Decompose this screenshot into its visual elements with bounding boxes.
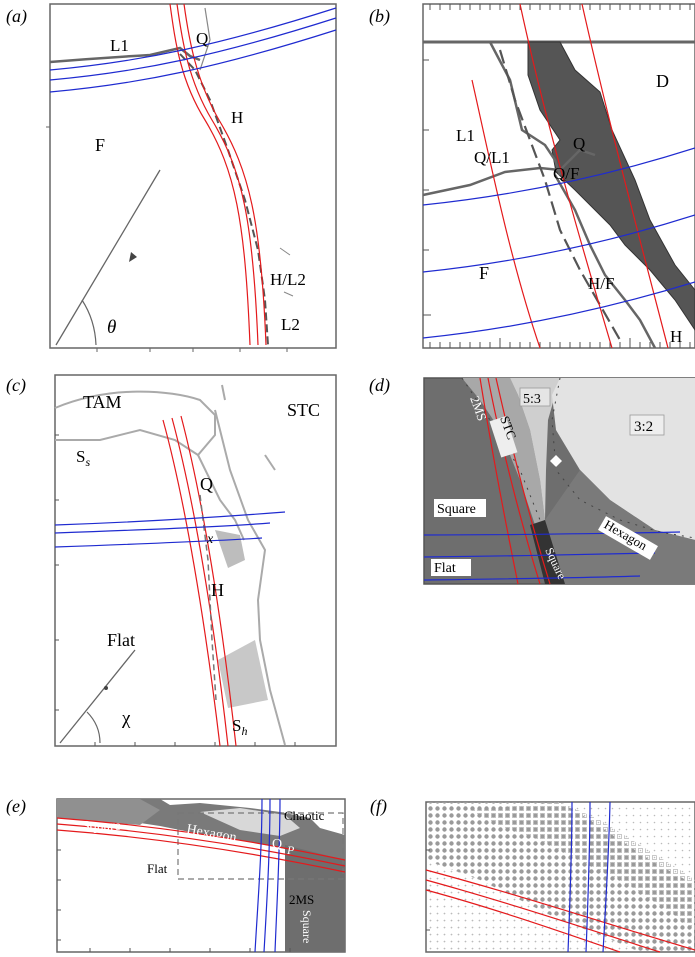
angle-arc	[81, 299, 97, 346]
region-chaotic: Chaotic	[284, 808, 325, 823]
panel-a-label: (a)	[6, 6, 27, 27]
diamond-marker	[550, 455, 562, 467]
hatched-band	[527, 41, 695, 331]
red-curves-a	[169, 3, 267, 346]
region-h-l2: H/L2	[270, 270, 306, 289]
red-curves-b	[471, 3, 669, 349]
blue-curves-c	[54, 511, 286, 548]
region-l1: L1	[110, 36, 129, 55]
region-square-d: Square	[437, 502, 476, 517]
panel-b-label: (b)	[369, 6, 390, 27]
region-flat-d: Flat	[434, 561, 456, 576]
panel-c-label: (c)	[6, 375, 26, 396]
panel-c: (c) TAM STC	[6, 374, 337, 747]
region-flat-e: Flat	[147, 861, 168, 876]
region-square-e: Square	[82, 819, 121, 834]
region-x: x	[206, 532, 214, 547]
region-53-area	[510, 378, 560, 520]
region-q-l1: Q/L1	[474, 148, 510, 167]
panel-b: (b) D L1 Q/L1	[369, 3, 695, 349]
panel-e: (e) Square Chaotic Hexagon Q P Flat 2MS …	[6, 796, 346, 953]
region-q-f: Q/F	[553, 164, 579, 183]
panel-f: (f)	[370, 796, 695, 953]
direction-line-c	[59, 649, 136, 744]
region-ratio-53: 5:3	[523, 392, 541, 407]
region-f: F	[95, 135, 105, 155]
panel-a: (a) L1 Q H F H/L2 L2 θ	[6, 3, 337, 352]
region-d: D	[656, 71, 669, 91]
region-h-c: H	[211, 580, 224, 600]
panel-d-label: (d)	[369, 375, 390, 396]
angle-theta: θ	[107, 317, 116, 338]
phase-boundary-l1	[49, 46, 201, 64]
blue-curves-b	[422, 147, 695, 339]
tick-marks-b	[423, 4, 691, 348]
region-l2: L2	[281, 315, 300, 334]
region-square-e2: Square	[300, 910, 314, 943]
panel-e-label: (e)	[6, 796, 26, 817]
region-h-b: H	[670, 327, 682, 346]
dashed-box-e	[177, 812, 344, 880]
panel-a-frame	[49, 3, 337, 349]
region-tam: TAM	[83, 392, 122, 412]
region-q-c: Q	[200, 474, 213, 494]
dot-region-squares	[470, 802, 695, 930]
region-q: Q	[196, 29, 208, 48]
red-curves-e	[56, 817, 346, 873]
panel-d: (d) 5:3 3:2 2MS STC	[369, 375, 695, 585]
region-sh: Sh	[232, 716, 247, 738]
red-curves-c	[162, 415, 237, 747]
direction-line	[55, 169, 161, 346]
region-q-e: Q	[272, 837, 282, 852]
light-band-e	[200, 808, 300, 836]
region-q-b: Q	[573, 134, 585, 153]
red-curves-d	[479, 377, 551, 585]
square-strip	[530, 520, 565, 584]
region-h-f: H/F	[588, 274, 614, 293]
region-l1-b: L1	[456, 126, 475, 145]
region-stc: STC	[287, 400, 320, 420]
region-h: H	[231, 108, 243, 127]
shaded-region-sh	[218, 640, 268, 708]
blue-curves-e	[254, 798, 281, 953]
panel-c-frame	[54, 374, 337, 747]
dot-region-large	[426, 802, 695, 952]
region-2ms-e: 2MS	[289, 892, 314, 907]
blue-curves-a	[49, 7, 337, 93]
blue-curves-f	[567, 801, 611, 953]
square-strip-e	[285, 845, 345, 952]
region-f-b: F	[479, 263, 489, 283]
region-p-e: P	[286, 843, 295, 857]
region-ratio-32: 3:2	[634, 419, 653, 435]
blue-curves-d	[423, 531, 681, 581]
region-ss: Ss	[76, 447, 90, 469]
angle-chi: χ	[121, 708, 131, 729]
arrow-icon	[129, 252, 137, 262]
region-2ms-area	[462, 378, 545, 525]
red-curves-f	[425, 869, 695, 953]
phase-boundaries-c	[54, 384, 286, 746]
dashed-boundary-b	[498, 49, 621, 341]
panel-f-label: (f)	[370, 796, 387, 817]
region-flat: Flat	[107, 630, 135, 650]
